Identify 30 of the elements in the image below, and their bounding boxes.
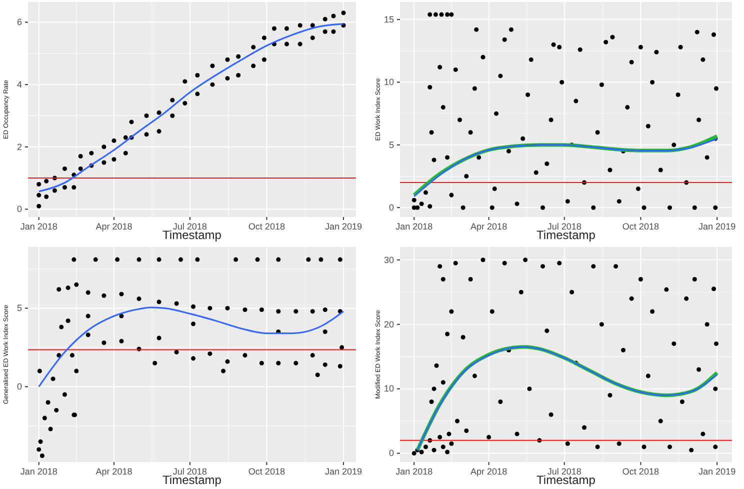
y-tick-label: 20 (384, 319, 394, 330)
x-tick-label: Jan 2018 (396, 221, 433, 232)
y-tick-label: 5 (388, 140, 394, 150)
y-tick-label: 0 (388, 202, 394, 212)
y-tick-label: 0 (388, 448, 394, 458)
y-tick-label: 5 (16, 303, 22, 314)
x-tick-label: Apr 2018 (96, 221, 132, 232)
x-tick-label: Jan 2018 (20, 466, 58, 476)
y-tick-label: 0 (16, 382, 22, 392)
y-tick-label: 15 (384, 14, 394, 24)
y-tick-label: 0 (16, 204, 22, 214)
x-tick-label: Jan 2018 (396, 466, 433, 476)
y-tick-label: 2 (16, 142, 22, 152)
y-tick-label: 30 (384, 254, 394, 265)
x-tick-label: Oct 2018 (248, 221, 285, 232)
x-tick-label: Jan 2018 (20, 221, 58, 232)
y-tick-label: 6 (16, 17, 22, 28)
y-tick-label: 10 (384, 77, 394, 88)
x-tick-label: Apr 2018 (470, 221, 508, 232)
y-tick-label: 10 (384, 384, 394, 394)
x-tick-label: Jan 2019 (324, 221, 362, 232)
x-tick-label: Apr 2018 (470, 466, 508, 476)
y-tick-label: 4 (16, 79, 22, 90)
x-tick-label: Oct 2018 (622, 466, 659, 476)
x-tick-label: Jan 2019 (698, 221, 736, 232)
x-tick-label: Oct 2018 (622, 221, 659, 232)
x-tick-label: Apr 2018 (96, 466, 132, 476)
x-tick-label: Jan 2019 (324, 466, 362, 476)
x-tick-label: Jan 2019 (698, 466, 736, 476)
x-tick-label: Oct 2018 (248, 466, 285, 476)
